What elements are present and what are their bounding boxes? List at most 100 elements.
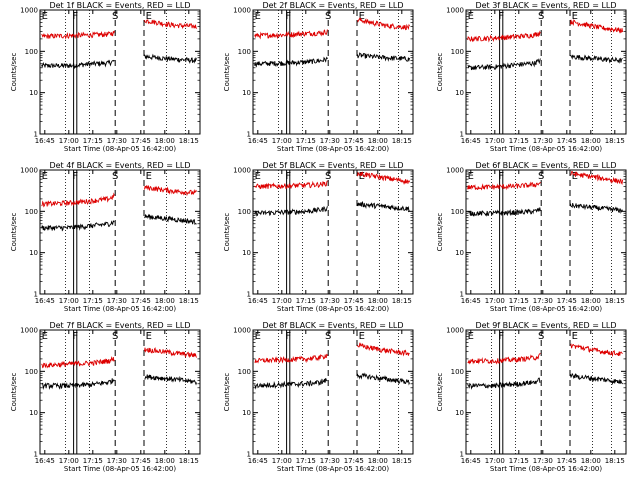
x-tick-label: 16:45 [248, 137, 268, 145]
y-tick-label: 1000 [446, 167, 464, 175]
x-tick-label: 17:30 [533, 457, 553, 465]
series-lld-line [467, 181, 541, 191]
chart-panel: Det 4f BLACK = Events, RED = LLD 1 10 100 10… [10, 161, 201, 313]
x-tick-label: 18:15 [605, 297, 625, 305]
x-tick-label: 16:45 [248, 297, 268, 305]
time-marker-label: F [498, 171, 504, 182]
x-tick-label: 18:15 [179, 137, 199, 145]
series-lld-line [41, 192, 115, 208]
x-tick-label: 17:45 [557, 297, 577, 305]
x-tick-label: 17:30 [320, 137, 340, 145]
x-tick-label: 18:15 [179, 457, 199, 465]
plot-frame [39, 9, 201, 135]
chart-title: Det 5f BLACK = Events, RED = LLD [262, 161, 403, 170]
x-tick-label: 17:00 [272, 297, 292, 305]
x-tick-label: 17:15 [296, 137, 316, 145]
y-tick-label: 100 [451, 368, 464, 376]
time-marker-label: S [112, 171, 118, 182]
chart-panel: Det 9f BLACK = Events, RED = LLD 1 10 100 10… [436, 321, 627, 473]
x-tick-label: 17:45 [131, 457, 151, 465]
time-marker-label: E [468, 331, 474, 342]
y-tick-label: 10 [455, 409, 464, 417]
chart-title: Det 8f BLACK = Events, RED = LLD [262, 321, 403, 330]
x-tick-label: 16:45 [35, 457, 55, 465]
y-tick-label: 1 [247, 451, 251, 459]
y-tick-label: 1000 [233, 327, 251, 335]
x-tick-label: 17:45 [344, 457, 364, 465]
x-tick-label: 17:00 [272, 457, 292, 465]
time-marker-label: E [146, 171, 152, 182]
time-marker-label: S [112, 331, 118, 342]
x-axis-label: Start Time (08-Apr-05 16:42:00) [277, 465, 389, 473]
y-tick-label: 1000 [20, 7, 38, 15]
x-tick-label: 16:45 [35, 297, 55, 305]
x-axis-label: Start Time (08-Apr-05 16:42:00) [64, 305, 176, 313]
y-tick-label: 1000 [20, 167, 38, 175]
y-tick-label: 1 [460, 291, 464, 299]
x-tick-label: 18:15 [392, 297, 412, 305]
x-tick-label: 18:15 [605, 137, 625, 145]
series-events-line [357, 372, 411, 386]
series-lld-line [41, 30, 115, 40]
time-marker-label: S [538, 171, 544, 182]
time-marker-label: E [255, 331, 261, 342]
chart-title: Det 2f BLACK = Events, RED = LLD [262, 1, 403, 10]
y-tick-label: 100 [25, 368, 38, 376]
time-marker-label: E [42, 171, 48, 182]
time-marker-label: E [572, 171, 578, 182]
time-marker-label: E [359, 171, 365, 182]
series-lld-line [144, 19, 197, 30]
time-marker-label: S [325, 331, 331, 342]
x-tick-label: 17:45 [557, 137, 577, 145]
series-events-line [144, 374, 198, 386]
x-tick-label: 18:00 [155, 457, 175, 465]
time-marker-label: S [112, 11, 118, 22]
chart-panel: Det 6f BLACK = Events, RED = LLD 1 10 100 10… [436, 161, 627, 313]
series-lld-line [570, 343, 623, 357]
chart-title: Det 9f BLACK = Events, RED = LLD [475, 321, 616, 330]
chart-panel: Det 7f BLACK = Events, RED = LLD 1 10 100 10… [10, 321, 201, 473]
x-tick-label: 18:00 [368, 297, 388, 305]
chart-panel: Det 3f BLACK = Events, RED = LLD 1 10 100 10… [436, 1, 627, 153]
y-tick-label: 1000 [233, 167, 251, 175]
x-tick-label: 17:00 [59, 137, 79, 145]
x-tick-label: 16:45 [461, 137, 481, 145]
x-tick-label: 17:15 [509, 457, 529, 465]
x-tick-label: 17:30 [533, 297, 553, 305]
time-marker-label: E [359, 11, 365, 22]
time-marker-label: E [255, 171, 261, 182]
series-events-line [254, 205, 328, 217]
x-tick-label: 17:00 [272, 137, 292, 145]
series-events-line [467, 377, 541, 390]
x-tick-label: 17:45 [131, 137, 151, 145]
plot-frame [39, 329, 201, 455]
time-marker-label: S [325, 171, 331, 182]
y-tick-label: 100 [25, 48, 38, 56]
x-axis-label: Start Time (08-Apr-05 16:42:00) [277, 305, 389, 313]
time-marker-label: E [42, 11, 48, 22]
y-axis-label: Counts/sec [10, 53, 18, 92]
x-tick-label: 16:45 [248, 457, 268, 465]
time-marker-label: F [72, 331, 78, 342]
time-marker-label: F [72, 11, 78, 22]
x-tick-label: 17:00 [485, 457, 505, 465]
series-events-line [570, 202, 623, 215]
y-tick-label: 1000 [446, 327, 464, 335]
time-marker-label: F [285, 331, 291, 342]
x-tick-label: 18:00 [155, 137, 175, 145]
time-marker-label: E [572, 11, 578, 22]
chart-panel: Det 8f BLACK = Events, RED = LLD 1 10 100 10… [223, 321, 414, 473]
y-axis-label: Counts/sec [436, 53, 444, 92]
x-tick-label: 17:00 [59, 297, 79, 305]
time-marker-label: E [468, 11, 474, 22]
chart-title: Det 1f BLACK = Events, RED = LLD [49, 1, 190, 10]
x-tick-label: 18:00 [581, 457, 601, 465]
series-events-line [570, 372, 623, 386]
time-marker-label: S [538, 331, 544, 342]
y-tick-label: 10 [29, 89, 38, 97]
series-lld-line [467, 30, 541, 43]
chart-panel: Det 5f BLACK = Events, RED = LLD 1 10 100 10… [223, 161, 414, 313]
y-tick-label: 1000 [233, 7, 251, 15]
y-tick-label: 100 [238, 48, 251, 56]
series-lld-line [357, 171, 411, 185]
